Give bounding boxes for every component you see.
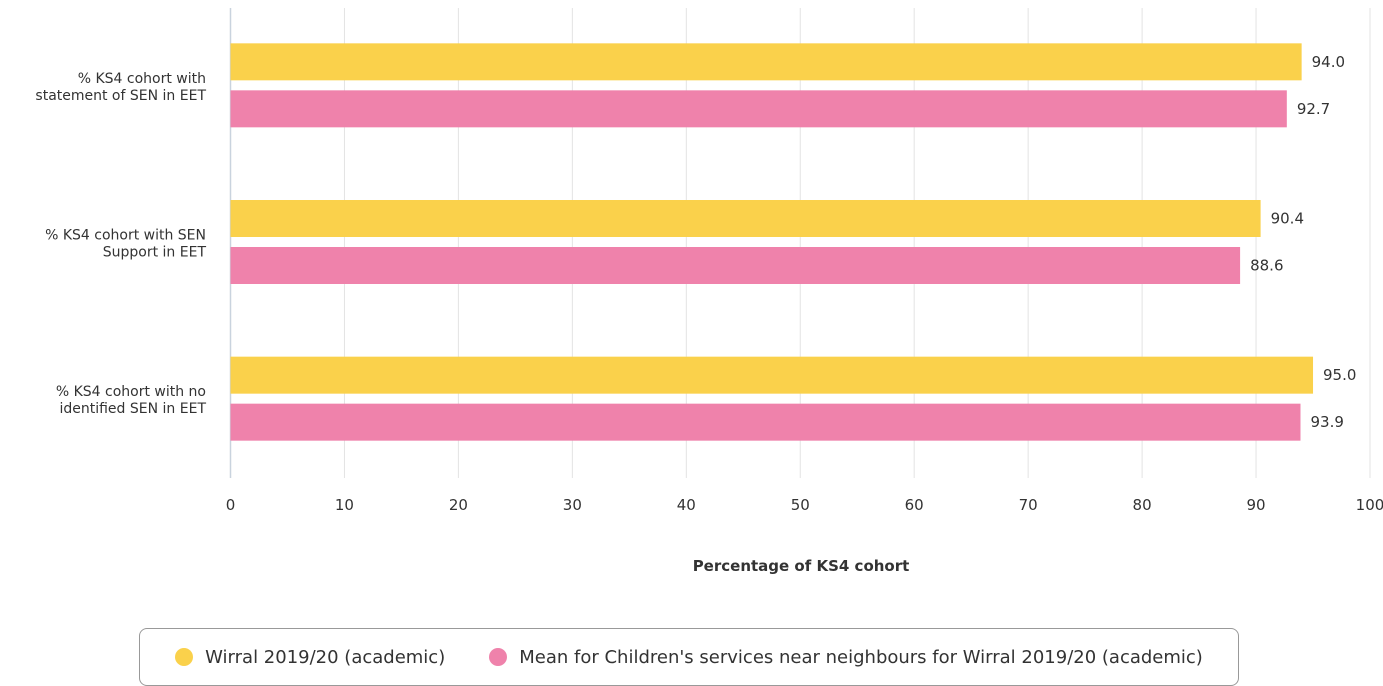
- bar-neighbours[interactable]: [230, 247, 1241, 284]
- chart-legend: Wirral 2019/20 (academic) Mean for Child…: [139, 628, 1239, 686]
- data-label: 95.0: [1323, 366, 1356, 384]
- x-axis-title: Percentage of KS4 cohort: [693, 557, 910, 575]
- legend-item-wirral[interactable]: Wirral 2019/20 (academic): [175, 647, 445, 668]
- gridlines: [229, 8, 1371, 478]
- x-tick-label: 80: [1133, 496, 1152, 514]
- bar-neighbours[interactable]: [230, 403, 1301, 441]
- category-labels: % KS4 cohort with statement of SEN in EET…: [35, 71, 206, 417]
- legend-marker-wirral: [175, 648, 194, 666]
- data-label: 88.6: [1250, 257, 1283, 275]
- data-label: 90.4: [1271, 210, 1304, 228]
- bar-chart: 94.0 92.7 90.4 88.6 95.0 93.9 0 10 20 30 40 50 60 70…: [35, 8, 1383, 575]
- bar-wirral[interactable]: [230, 356, 1314, 394]
- category-label: % KS4 cohort with SEN Support in EET: [45, 228, 206, 261]
- legend-label-wirral: Wirral 2019/20 (academic): [205, 646, 446, 668]
- x-tick-label: 60: [905, 496, 924, 514]
- data-label: 94.0: [1312, 53, 1345, 71]
- legend-label-neighbours: Mean for Children's services near neighb…: [519, 646, 1203, 668]
- x-tick-label: 40: [677, 496, 696, 514]
- bar-neighbours[interactable]: [230, 90, 1287, 128]
- x-tick-label: 90: [1247, 496, 1266, 514]
- x-tick-label: 70: [1019, 496, 1038, 514]
- x-tick-label: 100: [1356, 496, 1383, 514]
- data-label: 92.7: [1297, 100, 1330, 118]
- legend-item-neighbours[interactable]: Mean for Children's services near neighb…: [489, 647, 1203, 668]
- legend-marker-neighbours: [489, 648, 508, 666]
- x-tick-label: 30: [563, 496, 582, 514]
- category-label: % KS4 cohort with statement of SEN in EET: [35, 71, 206, 104]
- x-tick-label: 50: [791, 496, 810, 514]
- x-tick-label: 20: [449, 496, 468, 514]
- x-tick-label: 10: [335, 496, 354, 514]
- bar-wirral[interactable]: [230, 200, 1261, 237]
- x-tick-label: 0: [226, 496, 236, 514]
- x-tick-labels: 0 10 20 30 40 50 60 70 80 90 100: [226, 496, 1383, 514]
- category-label: % KS4 cohort with no identified SEN in EE…: [56, 384, 207, 417]
- bar-wirral[interactable]: [230, 43, 1302, 81]
- bars: 94.0 92.7 90.4 88.6 95.0 93.9: [230, 43, 1356, 441]
- data-label: 93.9: [1310, 413, 1343, 431]
